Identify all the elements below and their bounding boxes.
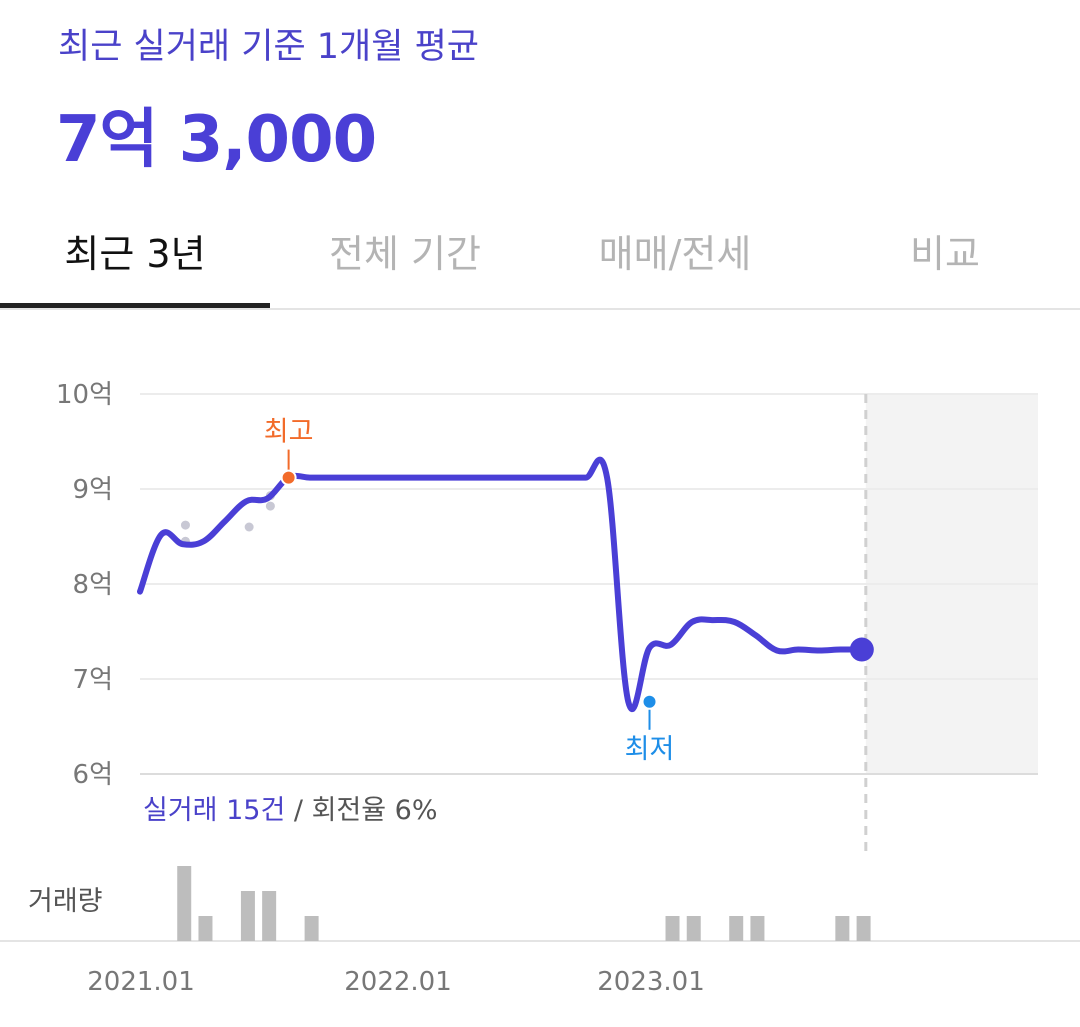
volume-bar xyxy=(304,916,319,941)
x-tick-label: 2023.01 xyxy=(597,967,705,997)
y-tick-label: 8억 xyxy=(73,570,113,600)
transaction-point xyxy=(180,520,190,530)
price-line xyxy=(137,456,865,713)
tab-recent-3-years[interactable]: 최근 3년 xyxy=(0,195,270,308)
page-subtitle: 최근 실거래 기준 1개월 평균 xyxy=(58,27,479,67)
stats-text: 실거래 15건 / 회전율 6% xyxy=(143,795,438,826)
tab-sale-lease[interactable]: 매매/전세 xyxy=(598,232,752,276)
current-point[interactable] xyxy=(849,637,874,662)
volume-bar xyxy=(856,916,871,941)
volume-bar xyxy=(750,916,765,941)
volume-bar xyxy=(686,916,701,941)
high-label: 최고 xyxy=(264,417,314,448)
x-tick-label: 2021.01 xyxy=(87,967,195,997)
x-tick-label: 2022.01 xyxy=(344,967,452,997)
volume-bar xyxy=(729,916,744,941)
period-tabs: 최근 3년 전체 기간 매매/전세 비교 xyxy=(0,195,1080,310)
low-marker[interactable] xyxy=(641,693,658,710)
volume-bar xyxy=(665,916,680,941)
y-tick-label: 6억 xyxy=(73,760,113,790)
low-label: 최저 xyxy=(625,734,675,765)
transaction-point xyxy=(265,501,275,511)
volume-bar xyxy=(177,866,192,941)
y-tick-label: 9억 xyxy=(73,475,113,505)
y-tick-label: 7억 xyxy=(73,665,113,695)
high-marker[interactable] xyxy=(280,469,297,486)
volume-bar xyxy=(262,891,277,941)
volume-bar xyxy=(240,891,255,941)
y-tick-label: 10억 xyxy=(56,380,113,410)
volume-bar xyxy=(198,916,213,941)
volume-label: 거래량 xyxy=(28,886,103,917)
volume-bar xyxy=(835,916,850,941)
stats-rest: / 회전율 6% xyxy=(285,795,437,826)
tab-compare[interactable]: 비교 xyxy=(910,232,980,276)
stats-count: 실거래 15건 xyxy=(143,795,285,826)
average-price: 7억 3,000 xyxy=(56,103,377,177)
tab-all-period[interactable]: 전체 기간 xyxy=(329,232,481,276)
transaction-point xyxy=(244,522,254,532)
